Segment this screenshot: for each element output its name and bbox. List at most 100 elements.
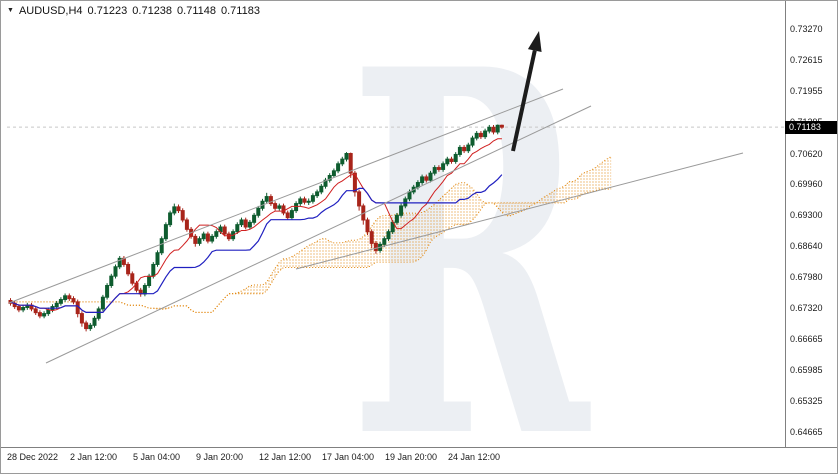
candle-body — [499, 124, 504, 128]
candle-body — [142, 285, 147, 295]
candle-body — [117, 257, 122, 268]
candle-body — [428, 172, 433, 181]
candle-body — [252, 214, 257, 223]
candle-body — [113, 266, 118, 277]
candle-body — [319, 185, 324, 193]
candle-body — [214, 231, 219, 237]
candle-body — [474, 132, 479, 139]
candle-body — [336, 163, 341, 172]
candle-body — [273, 203, 278, 209]
candle-body — [357, 191, 362, 207]
candle-body — [495, 124, 500, 133]
candle-body — [420, 176, 425, 184]
candle-body — [470, 137, 475, 146]
ohlc-high: 0.71238 — [132, 5, 173, 17]
candle-body — [247, 221, 252, 228]
candle-body — [310, 195, 315, 202]
candle-body — [323, 179, 328, 187]
candle-body — [344, 153, 349, 160]
candle-body — [243, 219, 248, 228]
candle-body — [373, 242, 378, 251]
candle-body — [126, 263, 131, 275]
candle-body — [394, 214, 399, 223]
chart-symbol-period: AUDUSD,H4 — [18, 5, 83, 17]
ohlc-open: 0.71223 — [87, 5, 128, 17]
candle-body — [449, 158, 454, 162]
price-axis-label: 0.69300 — [790, 210, 823, 221]
candle-body — [96, 308, 101, 319]
candle-body — [168, 212, 173, 226]
price-axis-label: 0.70620 — [790, 148, 823, 159]
candle-body — [21, 307, 26, 311]
candle-body — [256, 207, 261, 216]
candle-body — [54, 302, 59, 308]
time-axis-label: 28 Dec 2022 — [7, 452, 59, 462]
price-axis-label: 0.64665 — [790, 427, 823, 438]
candle-body — [71, 298, 76, 303]
ohlc-low: 0.71148 — [177, 5, 216, 17]
candle-body — [147, 275, 152, 287]
candle-body — [58, 299, 63, 304]
breakout-arrow-shaft[interactable] — [511, 50, 537, 152]
candle-body — [180, 210, 185, 221]
price-axis-label: 0.65325 — [790, 396, 823, 407]
candle-body — [289, 210, 294, 219]
candle-body — [466, 144, 471, 152]
candle-body — [205, 233, 210, 242]
ohlc-close: 0.71183 — [221, 5, 260, 17]
trendline-3[interactable] — [295, 152, 744, 270]
candle-body — [105, 285, 110, 298]
candle-body — [369, 231, 374, 244]
trendline-1[interactable] — [8, 88, 564, 304]
candle-body — [487, 126, 492, 132]
candle-body — [222, 226, 227, 235]
time-axis-label: 24 Jan 12:00 — [448, 452, 501, 462]
candle-body — [201, 233, 206, 240]
candle-body — [407, 191, 412, 200]
current-price-badge: 0.71183 — [785, 120, 837, 134]
candle-body — [67, 295, 72, 300]
candle-body — [63, 295, 68, 301]
time-axis[interactable]: 28 Dec 2022 2 Jan 12:00 5 Jan 04:00 9 Jan 2… — [1, 447, 837, 473]
candle-body — [159, 238, 164, 254]
candle-body — [79, 313, 84, 324]
candle-body — [298, 198, 303, 205]
candle-body — [340, 158, 345, 165]
candle-body — [226, 233, 231, 240]
candle-body — [445, 158, 450, 165]
candle-body — [415, 182, 420, 188]
candle-body — [92, 317, 97, 326]
candle-body — [33, 308, 38, 314]
candle-body — [352, 172, 357, 193]
candle-body — [491, 126, 496, 133]
candle-body — [315, 191, 320, 197]
trendline-2[interactable] — [45, 105, 592, 364]
candle-body — [457, 146, 462, 155]
price-axis-label: 0.68640 — [790, 241, 823, 252]
time-axis-label: 19 Jan 20:00 — [385, 452, 438, 462]
chart-header: ▼ AUDUSD,H4 0.71223 0.71238 0.71148 0.71… — [7, 5, 260, 17]
candle-body — [239, 219, 244, 226]
candle-body — [399, 205, 404, 216]
candle-body — [193, 235, 198, 244]
candle-body — [46, 309, 51, 315]
time-axis-label: 5 Jan 04:00 — [133, 452, 181, 462]
candle-body — [16, 306, 21, 311]
candle-body — [264, 196, 269, 202]
candle-body — [386, 231, 391, 240]
candle-body — [382, 238, 387, 245]
time-axis-label: 9 Jan 20:00 — [196, 452, 244, 462]
candle-body — [281, 205, 286, 214]
candle-body — [109, 275, 114, 287]
candle-body — [294, 203, 299, 212]
time-axis-label: 2 Jan 12:00 — [70, 452, 118, 462]
candle-body — [268, 196, 273, 205]
candle-body — [197, 238, 202, 244]
breakout-arrow-head[interactable] — [527, 31, 542, 53]
price-axis-label: 0.67320 — [790, 302, 823, 313]
candle-body — [365, 219, 370, 233]
price-axis-label: 0.72615 — [790, 55, 823, 66]
price-axis[interactable]: 0.732700.726150.719550.712950.706200.699… — [785, 1, 837, 447]
candle-body — [235, 224, 240, 233]
